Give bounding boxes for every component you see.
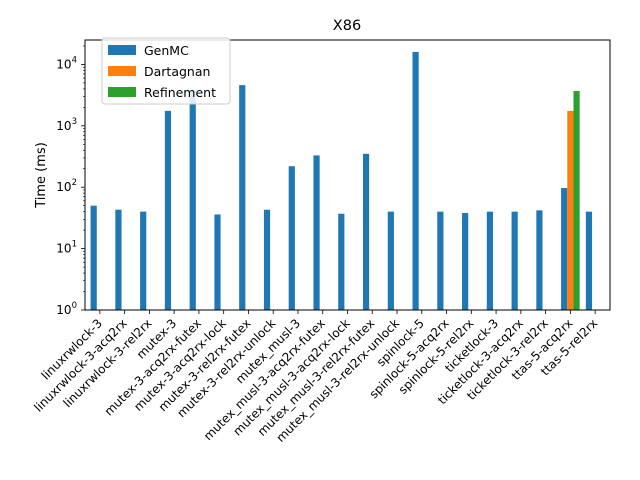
y-tick-label: 104 — [56, 55, 77, 71]
y-tick-label: 102 — [56, 178, 77, 194]
y-tick-label: 101 — [56, 240, 77, 256]
bars — [90, 51, 593, 310]
bar-genmc-9 — [313, 155, 320, 310]
y-tick-label: 100 — [56, 301, 77, 317]
bar-genmc-3 — [164, 110, 172, 310]
bar-genmc-11 — [362, 153, 370, 310]
bar-genmc-5 — [214, 214, 221, 310]
plot-frame — [84, 39, 611, 311]
legend-swatch-refinement — [108, 87, 136, 97]
bar-genmc-20 — [585, 211, 593, 310]
legend-label-genmc: GenMC — [144, 43, 189, 58]
legend-swatch-dartagnan — [108, 66, 136, 76]
y-tick-label: 103 — [56, 117, 77, 133]
legend-label-refinement: Refinement — [144, 85, 216, 100]
legend-label-dartagnan: Dartagnan — [144, 64, 210, 79]
bar-genmc-12 — [387, 211, 394, 310]
bar-genmc-17 — [511, 211, 518, 310]
bar-genmc-2 — [140, 211, 147, 310]
bar-genmc-14 — [437, 211, 444, 310]
bar-genmc-4 — [189, 90, 196, 310]
legend-swatch-genmc — [108, 45, 136, 55]
bar-genmc-10 — [338, 213, 345, 310]
bar-genmc-1 — [115, 209, 122, 310]
y-axis-label: Time (ms) — [34, 142, 49, 209]
bar-genmc-8 — [288, 166, 295, 310]
bar-genmc-6 — [239, 85, 246, 310]
bar-genmc-0 — [90, 205, 97, 310]
y-axis-ticks: 100 101 102 103 104 — [56, 45, 85, 317]
bar-genmc-19 — [561, 188, 568, 310]
bar-genmc-7 — [263, 209, 271, 310]
bar-genmc-16 — [486, 211, 493, 310]
bar-genmc-15 — [462, 213, 469, 310]
bar-dartagnan-19 — [567, 110, 574, 310]
bar-refinement-19 — [573, 90, 580, 310]
legend: GenMC Dartagnan Refinement — [101, 37, 231, 105]
chart-title: X86 — [333, 18, 361, 34]
bar-genmc-18 — [536, 210, 543, 310]
bar-genmc-13 — [412, 51, 419, 310]
